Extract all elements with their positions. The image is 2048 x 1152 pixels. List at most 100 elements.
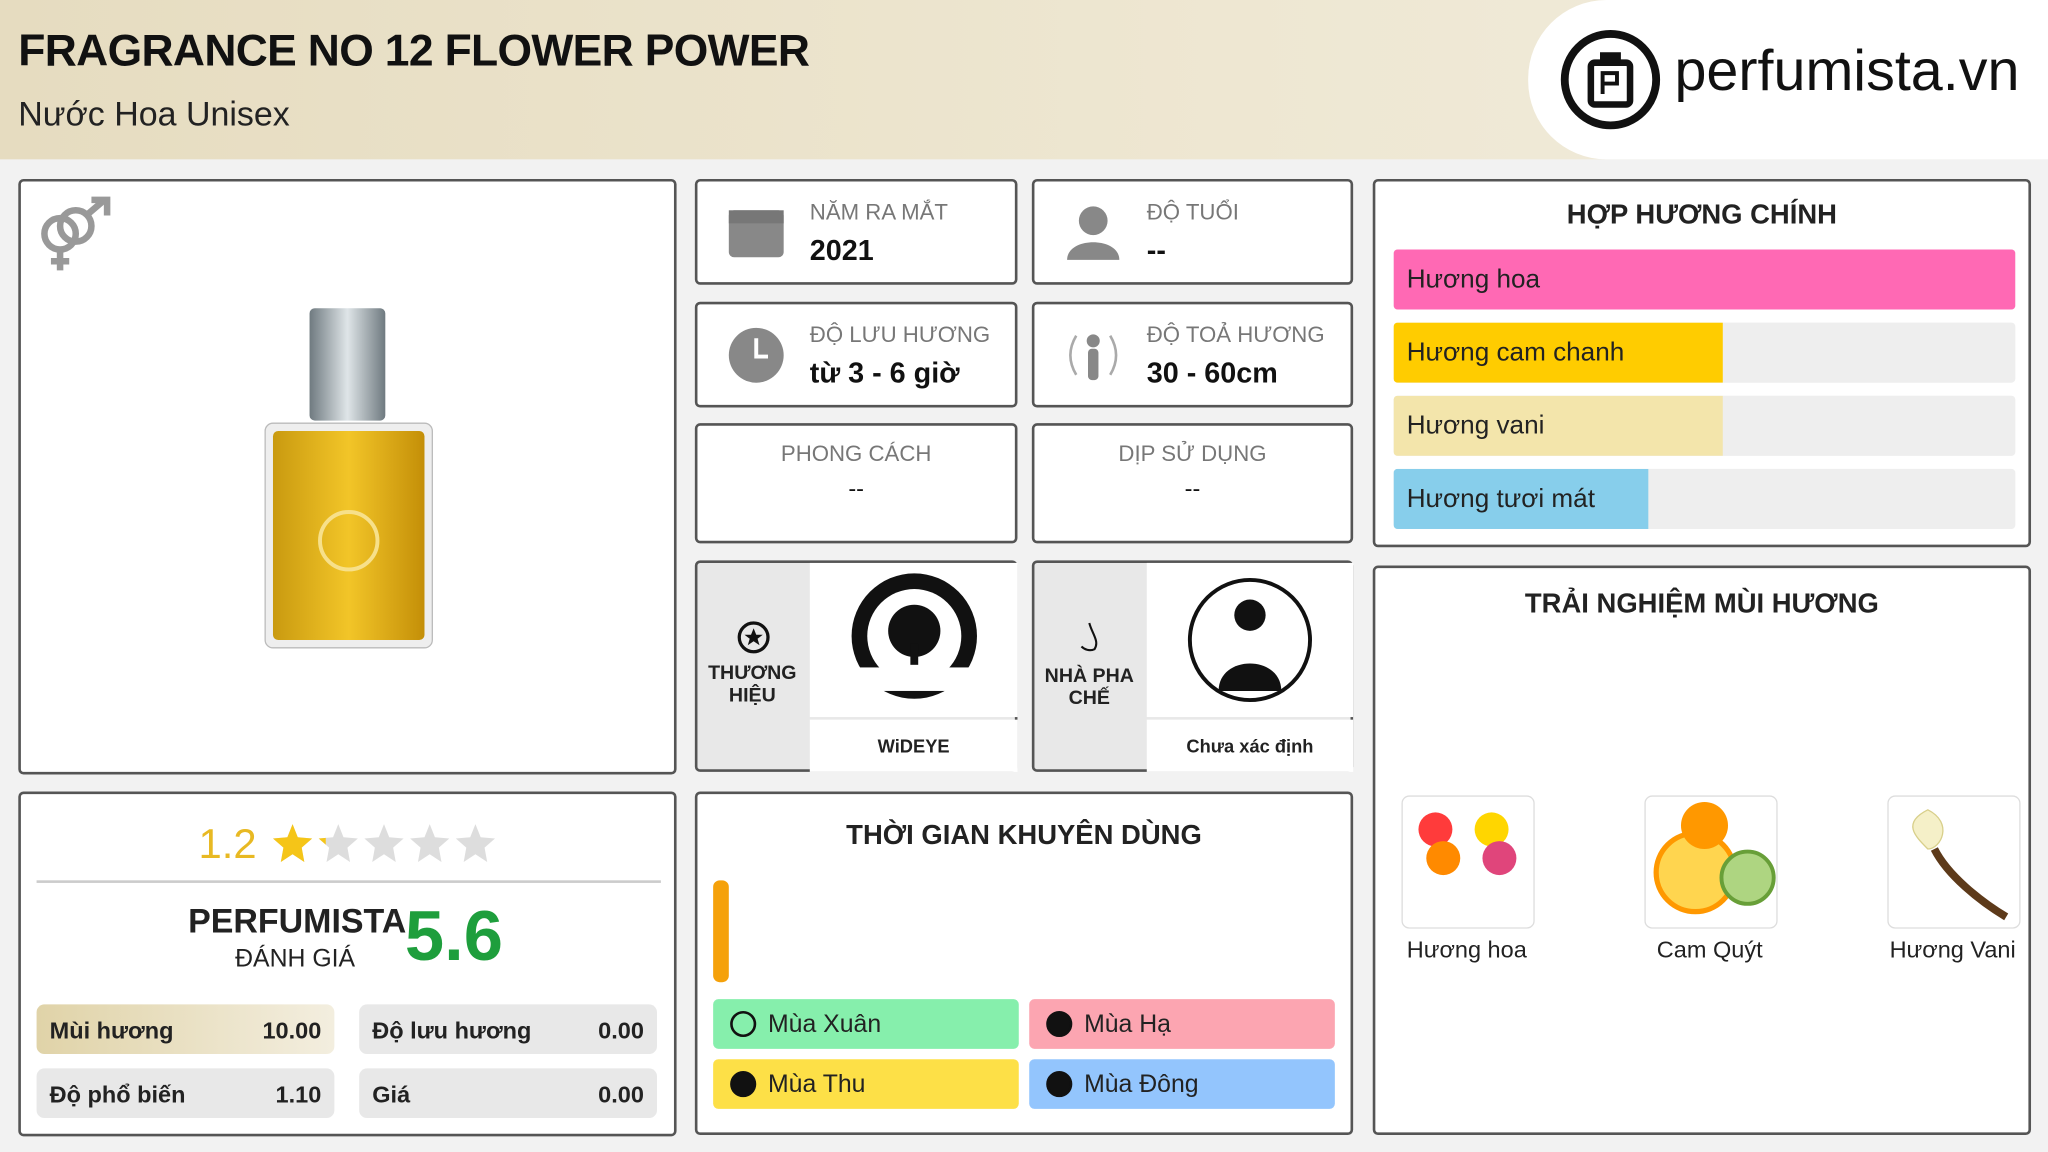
- flower: [1426, 841, 1461, 876]
- info-value: 2021: [809, 233, 874, 267]
- info-value: 30 - 60cm: [1146, 356, 1278, 390]
- season-icon: [1046, 1071, 1073, 1098]
- season-icon: [730, 1071, 757, 1098]
- star: [455, 824, 496, 863]
- vanilla-flower: [1912, 809, 1944, 850]
- brand-label: THƯƠNG HIỆU: [708, 662, 797, 707]
- icon-part: [1067, 242, 1120, 260]
- experience-name: Hương Vani: [1889, 936, 2016, 963]
- season-icon: [1046, 1010, 1073, 1038]
- brand-card: THƯƠNG HIỆU WiDEYE: [694, 560, 1018, 772]
- info-label: NĂM RA MẮT: [809, 199, 948, 225]
- icon-part: [1078, 206, 1108, 236]
- star: [410, 824, 450, 863]
- star-empty: [455, 824, 496, 863]
- brand-icon: [737, 621, 770, 654]
- info-value: --: [1184, 475, 1201, 502]
- icon-part: [730, 1010, 757, 1038]
- accord-name: Hương tươi mát: [1406, 484, 1595, 514]
- season-icon: [730, 1010, 757, 1038]
- metric-name: Giá: [372, 1081, 411, 1108]
- product-panel: [18, 178, 677, 775]
- star-fill: [318, 837, 326, 845]
- info-card: NĂM RA MẮT 2021: [694, 178, 1018, 285]
- accord-bar: [1393, 468, 1649, 529]
- info-card: ĐỘ TUỔI --: [1031, 178, 1354, 285]
- season-button: Mùa Đông: [1029, 1059, 1335, 1109]
- star-rating-value: 1.2: [198, 820, 257, 868]
- accords-title: HỢP HƯƠNG CHÍNH: [1566, 199, 1837, 230]
- metric-value: 0.00: [598, 1081, 644, 1108]
- experience-image: [1644, 795, 1778, 929]
- metric: Độ phổ biến 1.10: [36, 1068, 335, 1119]
- rating-brand: PERFUMISTA: [188, 901, 407, 941]
- accord-name: Hương vani: [1406, 411, 1545, 441]
- star: [364, 824, 404, 863]
- info-label: ĐỘ TOẢ HƯƠNG: [1146, 322, 1325, 348]
- accord-row: Hương vani: [1393, 395, 2016, 456]
- accord-name: Hương cam chanh: [1406, 338, 1625, 368]
- metric: Độ lưu hương 0.00: [359, 1004, 657, 1055]
- experience-image: [1887, 795, 2021, 929]
- info-label: ĐỘ LƯU HƯƠNG: [809, 322, 991, 348]
- accord-bar: [1393, 322, 1724, 383]
- accord-name: Hương hoa: [1406, 265, 1541, 294]
- rating-panel: 1.2 PERFUMISTA ĐÁNH GIÁ 5.6 Mùi hương 10.…: [18, 791, 677, 1137]
- info-label: DỊP SỬ DỤNG: [1118, 441, 1267, 467]
- info-label: ĐỘ TUỔI: [1146, 199, 1239, 225]
- icon-part: [1046, 1010, 1073, 1038]
- experience-image: [1401, 795, 1535, 929]
- icon-part: [754, 338, 768, 359]
- icon-part: [1086, 334, 1100, 348]
- metric-value: 0.00: [598, 1017, 644, 1044]
- icon-part: [1087, 348, 1099, 381]
- perfumer-image: [1187, 577, 1312, 703]
- metric-name: Độ phổ biến: [49, 1081, 186, 1108]
- divider: [36, 880, 661, 883]
- info-icon: [728, 327, 784, 383]
- vanilla-pod: [1930, 847, 2009, 921]
- season-name: Mùa Hạ: [1084, 1010, 1171, 1039]
- flower: [1418, 812, 1453, 847]
- icon-part: [728, 210, 784, 224]
- star: [318, 824, 358, 863]
- perfumer-icon: [1080, 622, 1098, 652]
- info-icon: [1067, 206, 1120, 260]
- logo-icon: [1560, 30, 1661, 130]
- gender-icon: [41, 196, 111, 271]
- season-button: Mùa Xuân: [713, 999, 1019, 1049]
- metric: Mùi hương 10.00: [36, 1004, 335, 1055]
- info-icon: [1069, 334, 1118, 381]
- season-panel: THỜI GIAN KHUYÊN DÙNG Mùa Xuân Mùa Hạ Mùa …: [694, 791, 1354, 1136]
- star-rating: [272, 824, 496, 863]
- rating-score: 5.6: [404, 897, 503, 976]
- info-label: PHONG CÁCH: [780, 441, 932, 467]
- logo-text[interactable]: perfumista.vn: [1674, 39, 2020, 104]
- info-icon: [728, 210, 784, 258]
- accord-row: Hương cam chanh: [1393, 322, 2016, 383]
- accord-bar: [1393, 249, 2016, 310]
- brand-logo: [851, 573, 977, 699]
- icon-part: [1069, 335, 1118, 376]
- star: [272, 824, 313, 863]
- brand-logo-area: [809, 562, 1018, 718]
- brand-name[interactable]: WiDEYE: [809, 719, 1018, 772]
- icon-part: [1046, 1071, 1073, 1098]
- info-value: --: [1146, 233, 1166, 267]
- experience-panel: TRẢI NGHIỆM MÙI HƯƠNG Hương hoa Cam Quýt H…: [1372, 565, 2032, 1136]
- logo-area: [1528, 0, 2048, 160]
- info-value: --: [848, 475, 864, 502]
- info-card: ĐỘ LƯU HƯƠNG từ 3 - 6 giờ: [694, 301, 1018, 408]
- perfumer-name: Chưa xác định: [1146, 719, 1354, 772]
- rating-label: ĐÁNH GIÁ: [235, 945, 356, 974]
- accord-row: Hương tươi mát: [1393, 468, 2016, 529]
- season-button: Mùa Thu: [713, 1059, 1019, 1109]
- accords-panel: HỢP HƯƠNG CHÍNH Hương hoa Hương cam chanh…: [1372, 178, 2032, 548]
- info-value: từ 3 - 6 giờ: [809, 356, 960, 390]
- experience-title: TRẢI NGHIỆM MÙI HƯƠNG: [1524, 589, 1879, 620]
- product-image: [264, 308, 433, 649]
- info-card: ĐỘ TOẢ HƯƠNG 30 - 60cm: [1031, 301, 1354, 408]
- info-card: DỊP SỬ DỤNG --: [1031, 423, 1354, 544]
- metric-name: Mùi hương: [49, 1017, 174, 1044]
